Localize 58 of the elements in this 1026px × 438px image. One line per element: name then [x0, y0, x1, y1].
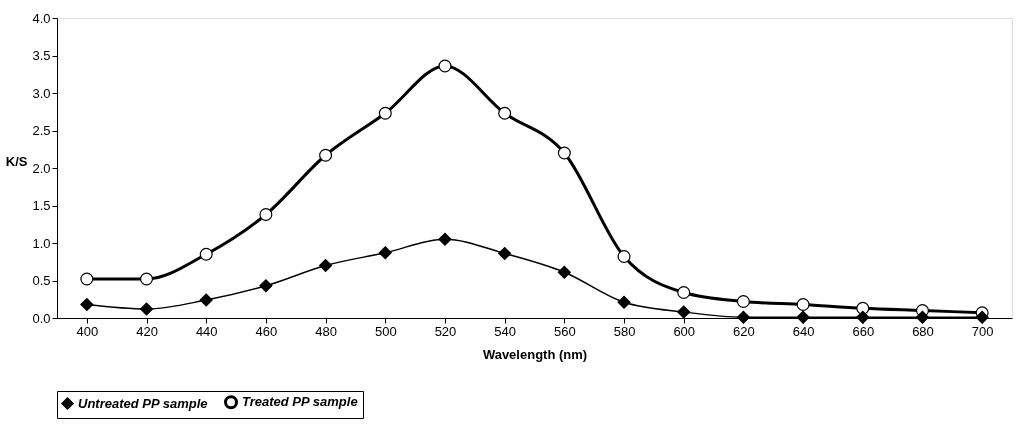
x-tick-label: 500 — [374, 323, 397, 339]
point — [378, 106, 392, 120]
point — [796, 310, 810, 324]
y-tick-label: 1.0 — [32, 235, 51, 251]
x-tick-label: 700 — [971, 323, 994, 339]
x-axis-title: Wavelength (nm) — [482, 346, 588, 362]
point — [140, 302, 154, 316]
point — [199, 293, 213, 307]
legend-label: Treated PP sample — [242, 394, 358, 410]
y-tick-label: 0.5 — [32, 273, 51, 288]
y-tick-label: 1.5 — [32, 198, 51, 213]
point — [259, 279, 273, 293]
point — [259, 208, 273, 221]
y-tick-label: 0.0 — [32, 310, 51, 326]
point — [438, 59, 452, 73]
point — [498, 106, 512, 120]
point — [557, 146, 571, 160]
y-tick-label: 3.5 — [32, 48, 51, 63]
point — [319, 148, 333, 162]
x-tick-label: 400 — [76, 323, 99, 339]
point — [319, 258, 333, 273]
point — [677, 305, 691, 319]
point — [915, 310, 929, 324]
point — [80, 272, 94, 286]
point — [677, 286, 691, 299]
point — [736, 295, 750, 308]
x-tick-label: 440 — [195, 323, 218, 339]
x-tick-label: 680 — [912, 323, 934, 339]
y-tick-label: 3.0 — [32, 85, 51, 101]
x-tick-label: 460 — [255, 323, 278, 339]
point — [498, 246, 512, 261]
x-tick-label: 620 — [733, 323, 755, 339]
x-tick-label: 600 — [673, 323, 696, 339]
point — [140, 272, 154, 286]
y-tick-label: 2.5 — [32, 123, 51, 138]
point — [856, 310, 870, 324]
point — [557, 265, 571, 279]
point — [617, 250, 631, 263]
point — [736, 310, 750, 324]
point — [617, 295, 631, 309]
x-tick-label: 480 — [315, 323, 337, 339]
y-axis-title: K/S — [5, 153, 28, 169]
x-tick-label: 560 — [553, 323, 576, 339]
point — [975, 310, 989, 324]
point — [80, 297, 94, 312]
x-tick-label: 520 — [434, 323, 457, 339]
point — [199, 247, 213, 261]
x-tick-label: 640 — [792, 323, 815, 339]
point — [438, 232, 452, 246]
x-tick-label: 580 — [613, 323, 636, 339]
x-tick-label: 540 — [494, 323, 517, 339]
x-tick-label: 660 — [852, 323, 875, 339]
y-tick-label: 4.0 — [32, 10, 51, 26]
y-tick-label: 2.0 — [32, 160, 51, 176]
point — [796, 298, 810, 311]
x-tick-label: 420 — [136, 323, 158, 339]
legend-label: Untreated PP sample — [78, 395, 208, 411]
point — [378, 246, 392, 260]
